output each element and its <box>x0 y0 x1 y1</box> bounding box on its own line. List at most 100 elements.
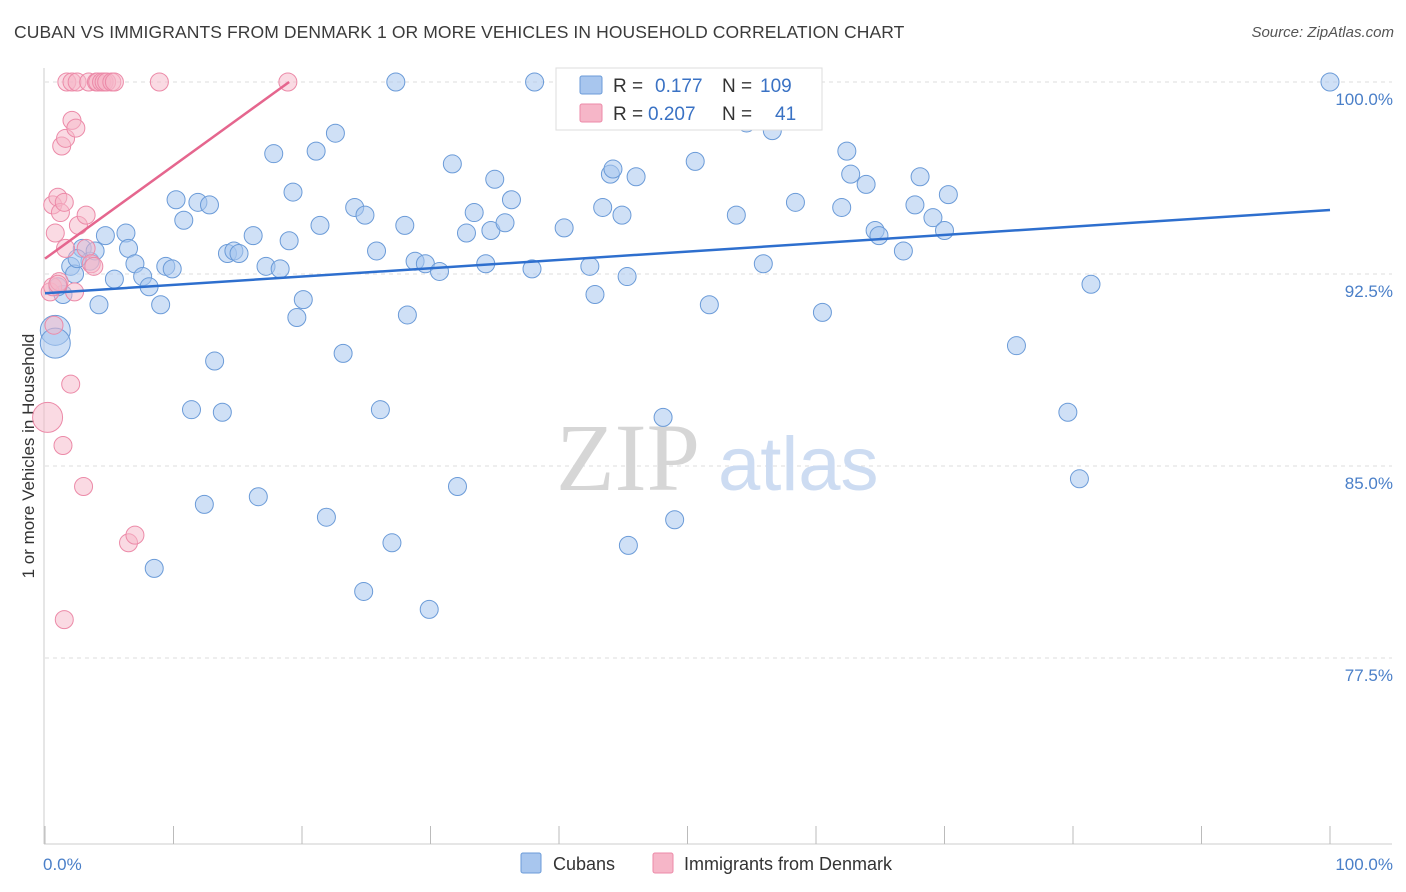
point-cubans-57 <box>429 261 449 281</box>
legend-n-value-2: 41 <box>775 104 796 125</box>
trend-line-cubans <box>44 208 1331 295</box>
point-denmark-35 <box>104 72 124 92</box>
point-cubans-72 <box>593 197 613 217</box>
point-denmark-37 <box>125 525 145 545</box>
chart-source: Source: ZipAtlas.com <box>1251 24 1394 41</box>
point-cubans-21 <box>174 210 194 230</box>
point-cubans-34 <box>264 144 284 164</box>
bottom-legend-label-denmark: Immigrants from Denmark <box>684 854 893 874</box>
point-cubans-79 <box>653 407 673 427</box>
point-cubans-71 <box>585 284 605 304</box>
point-cubans-104 <box>1069 469 1089 489</box>
bottom-legend-swatch-denmark <box>652 852 674 874</box>
point-cubans-77 <box>618 535 638 555</box>
point-cubans-96 <box>893 241 913 261</box>
point-cubans-48 <box>367 241 387 261</box>
point-cubans-78 <box>626 167 646 187</box>
y-axis-label: 1 or more Vehicles in Household <box>19 334 38 579</box>
point-cubans-75 <box>612 205 632 225</box>
point-cubans-19 <box>162 259 182 279</box>
point-cubans-103 <box>1058 402 1078 422</box>
legend-box: R = 0.177 N = 109 R = 0.207 N = 41 <box>555 67 823 131</box>
legend-swatch-denmark <box>579 103 603 123</box>
point-cubans-51 <box>386 72 406 92</box>
watermark-atlas: atlas <box>718 422 879 507</box>
point-cubans-101 <box>938 185 958 205</box>
point-cubans-25 <box>199 195 219 215</box>
point-cubans-61 <box>464 203 484 223</box>
y-tick-label-2: 85.0% <box>1345 474 1393 493</box>
x-tick-label-min: 0.0% <box>43 855 82 874</box>
point-cubans-90 <box>832 197 852 217</box>
point-cubans-44 <box>333 343 353 363</box>
point-cubans-66 <box>501 190 521 210</box>
point-denmark-11 <box>54 192 74 212</box>
point-cubans-50 <box>382 533 402 553</box>
point-cubans-42 <box>316 507 336 527</box>
point-denmark-23 <box>74 476 94 496</box>
point-denmark-28 <box>84 256 104 276</box>
legend-swatch-cubans <box>579 75 603 95</box>
point-cubans-9 <box>95 226 115 246</box>
point-denmark-5 <box>45 223 65 243</box>
point-cubans-64 <box>485 169 505 189</box>
point-cubans-74 <box>603 159 623 179</box>
point-denmark-12 <box>54 610 74 630</box>
point-cubans-97 <box>905 195 925 215</box>
legend-r-value-1: 0.177 <box>655 76 703 97</box>
bottom-legend-swatch-cubans <box>520 852 542 874</box>
point-cubans-41 <box>310 215 330 235</box>
watermark-zip: ZIP <box>556 404 700 511</box>
point-cubans-17 <box>151 295 171 315</box>
point-cubans-20 <box>166 190 186 210</box>
legend-r-label-1: R = <box>613 76 643 97</box>
point-cubans-22 <box>181 400 201 420</box>
point-cubans-30 <box>229 244 249 264</box>
point-cubans-102 <box>1006 336 1026 356</box>
point-denmark-38 <box>149 72 169 92</box>
bottom-legend-label-cubans: Cubans <box>553 854 615 874</box>
point-denmark-16 <box>61 374 81 394</box>
point-cubans-98 <box>910 167 930 187</box>
legend-n-label-1: N = <box>722 76 752 97</box>
point-cubans-49 <box>370 400 390 420</box>
y-tick-labels: 100.0% 92.5% 85.0% 77.5% <box>1335 90 1393 685</box>
point-cubans-82 <box>699 295 719 315</box>
point-cubans-8 <box>89 295 109 315</box>
point-cubans-88 <box>785 192 805 212</box>
point-cubans-92 <box>841 164 861 184</box>
point-cubans-81 <box>685 151 705 171</box>
point-cubans-56 <box>419 599 439 619</box>
watermark: ZIP atlas <box>556 404 879 511</box>
point-denmark-25 <box>76 205 96 225</box>
point-denmark-14 <box>56 238 76 258</box>
point-cubans-95 <box>869 226 889 246</box>
point-cubans-52 <box>395 215 415 235</box>
point-cubans-91 <box>837 141 857 161</box>
point-denmark-40 <box>48 274 68 294</box>
x-tick-label-max: 100.0% <box>1335 855 1393 874</box>
point-cubans-27 <box>212 402 232 422</box>
y-tick-label-3: 77.5% <box>1345 666 1393 685</box>
point-cubans-60 <box>456 223 476 243</box>
point-cubans-84 <box>726 205 746 225</box>
point-cubans-39 <box>293 290 313 310</box>
trend-lines <box>44 80 1331 295</box>
legend-n-value-1: 109 <box>760 76 792 97</box>
point-denmark-20 <box>66 118 86 138</box>
point-cubans-16 <box>144 558 164 578</box>
series-cubans <box>39 72 1340 619</box>
legend-n-label-2: N = <box>722 104 752 125</box>
point-cubans-69 <box>554 218 574 238</box>
point-cubans-47 <box>355 205 375 225</box>
grid-lines <box>45 81 1392 659</box>
point-cubans-53 <box>397 305 417 325</box>
point-cubans-80 <box>665 510 685 530</box>
point-cubans-86 <box>753 254 773 274</box>
point-cubans-10 <box>104 269 124 289</box>
point-cubans-24 <box>194 494 214 514</box>
y-tick-label-0: 100.0% <box>1335 90 1393 109</box>
point-denmark-0 <box>32 401 64 433</box>
point-cubans-31 <box>243 226 263 246</box>
y-tick-label-1: 92.5% <box>1345 282 1393 301</box>
